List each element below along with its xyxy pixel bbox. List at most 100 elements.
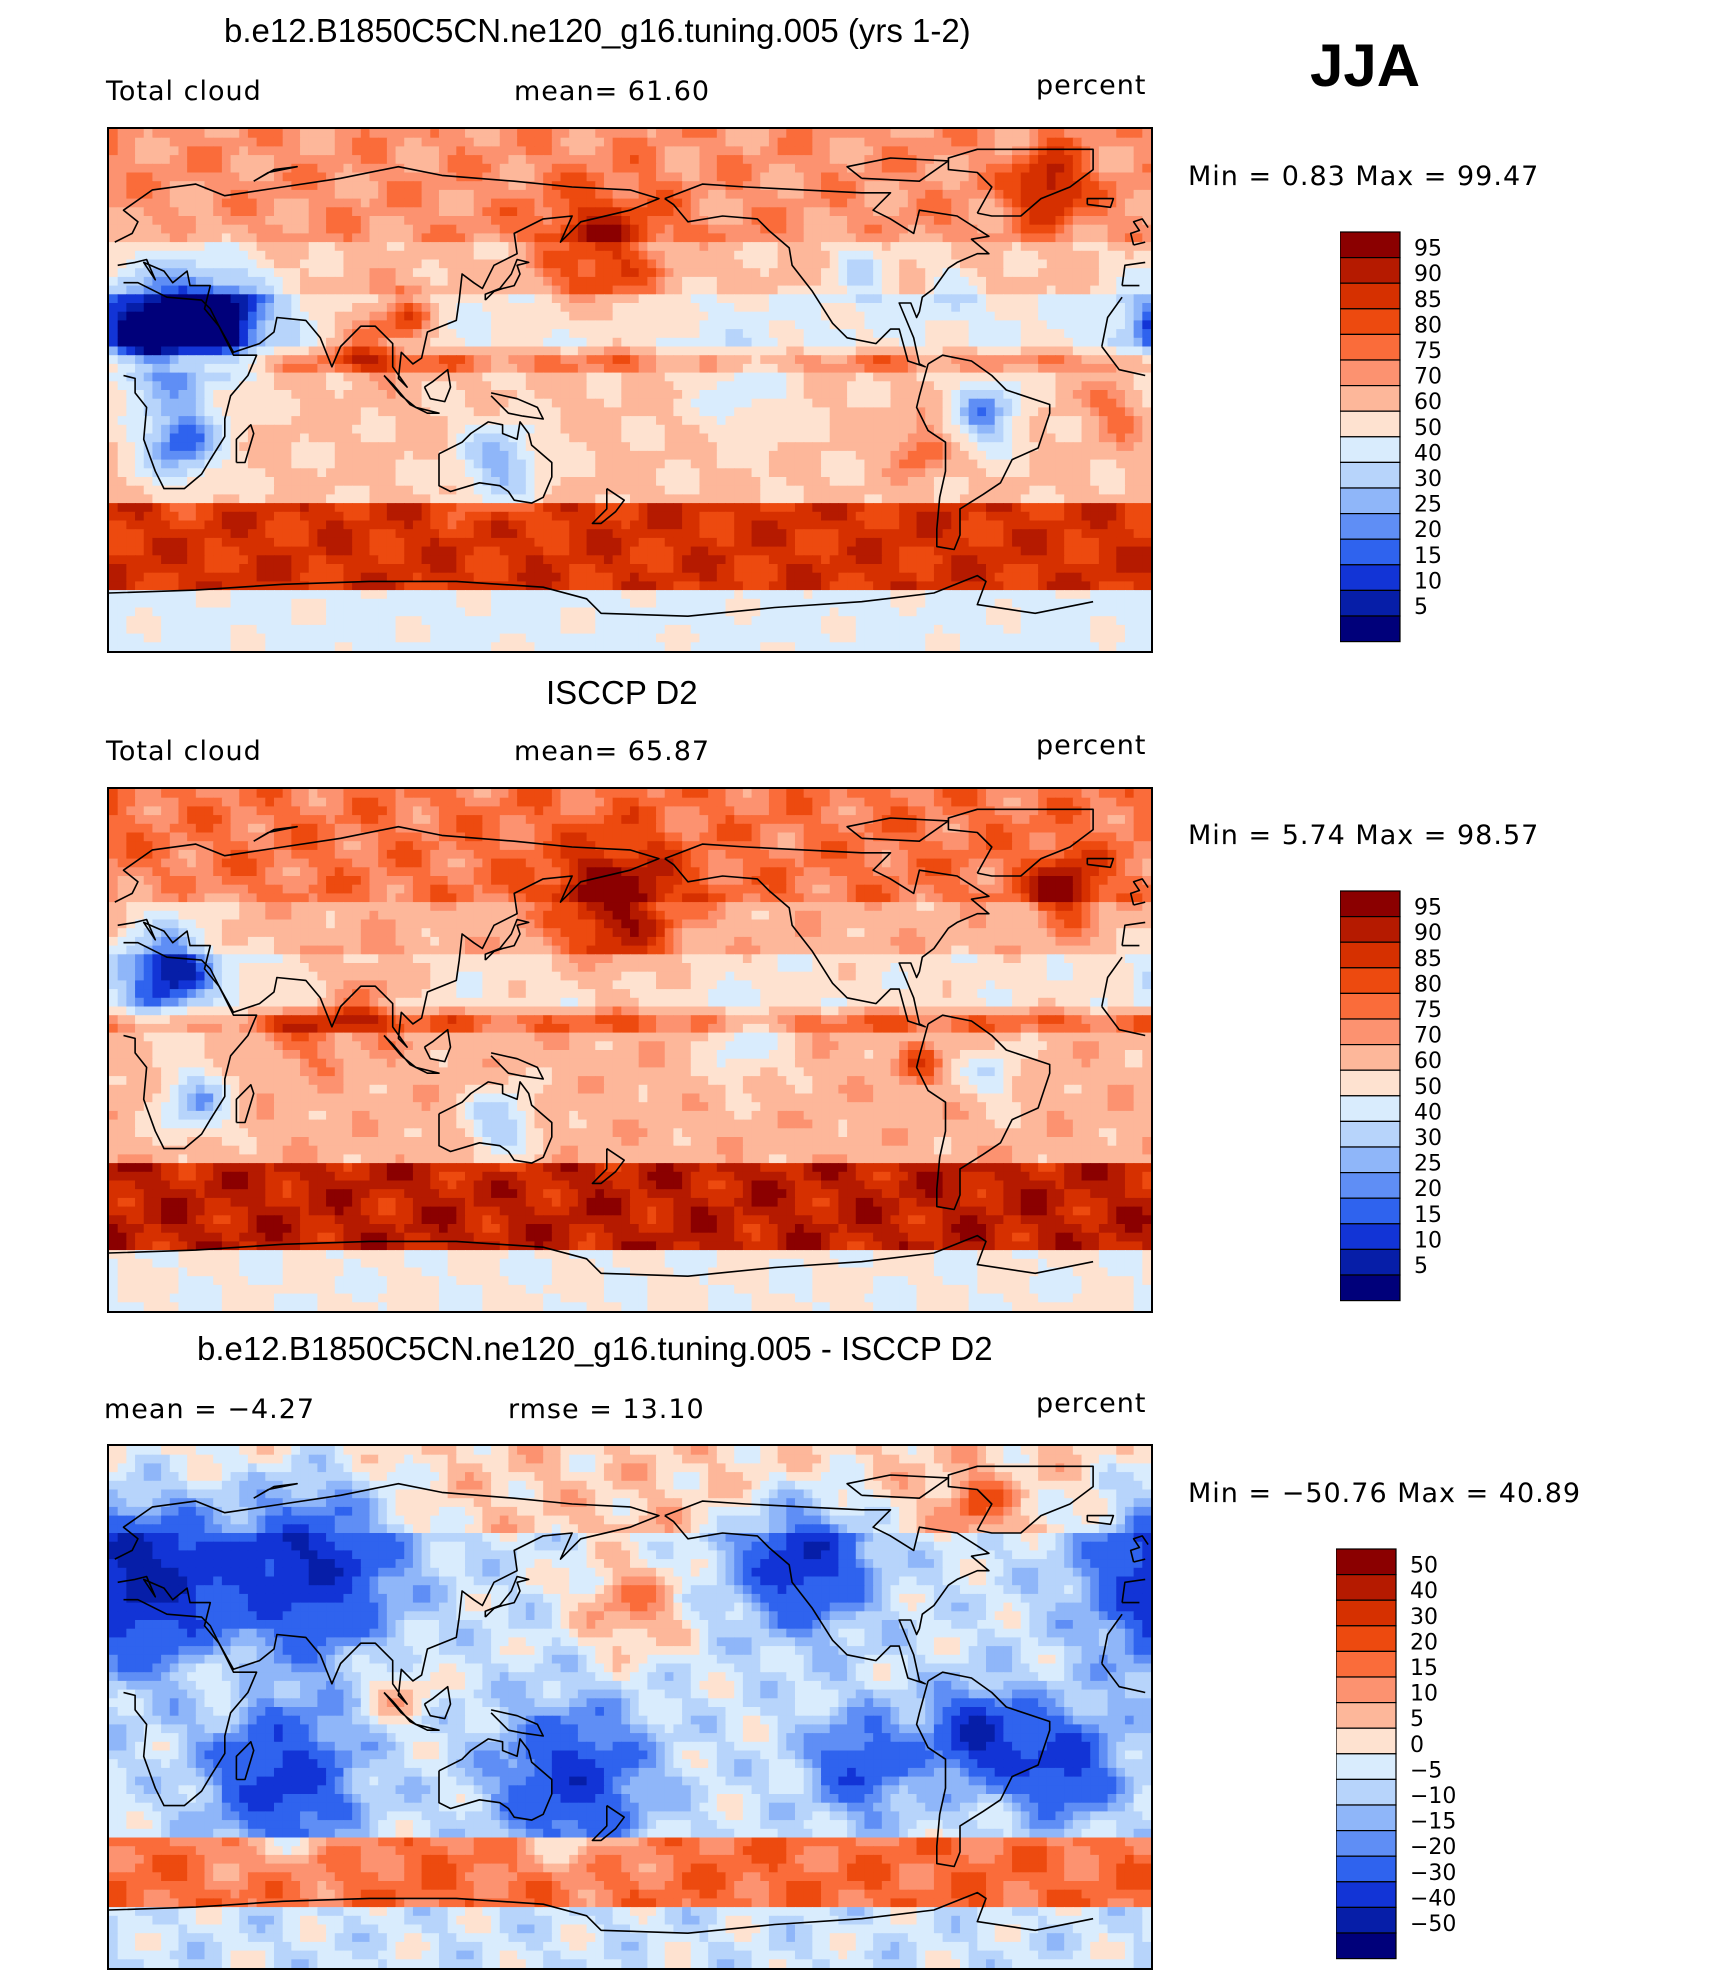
colorbar-box	[1339, 615, 1401, 643]
colorbar-tick-label: 30	[1414, 467, 1442, 492]
coastline	[383, 1691, 417, 1726]
colorbar-tick-label: 20	[1414, 1177, 1442, 1202]
colorbar-box	[1335, 1574, 1397, 1601]
coastlines	[109, 148, 1149, 617]
colorbar-tick-label: 15	[1414, 544, 1442, 569]
colorbar-tick-label: 5	[1414, 595, 1428, 620]
colorbar-tick-label: 20	[1410, 1630, 1438, 1655]
colorbar-tick-label: 95	[1414, 237, 1442, 262]
coastline	[235, 1084, 255, 1124]
coastline	[1129, 1535, 1149, 1563]
coastline	[123, 281, 1146, 490]
colorbar-box	[1335, 1753, 1397, 1781]
colorbar-box	[1335, 1932, 1397, 1960]
colorbar-tick-label: 40	[1410, 1579, 1438, 1604]
colorbar-tick-label: 85	[1414, 947, 1442, 972]
colorbar-box	[1335, 1881, 1397, 1908]
colorbar-tick-label: 30	[1410, 1605, 1438, 1630]
colorbar-tick-label: 70	[1414, 1024, 1442, 1049]
colorbar-tick-label: 20	[1414, 518, 1442, 543]
colorbar-box	[1339, 1120, 1401, 1148]
coastline	[947, 808, 1094, 877]
colorbar-box	[1335, 1702, 1397, 1729]
panel-3-colorbar: 50 40 30 20 15 10 5 0 −5 −10 −15 −20 −30 −40 −50	[1335, 1545, 1506, 1972]
coastline	[109, 574, 1094, 617]
coastline	[253, 825, 298, 842]
coastline	[253, 165, 298, 182]
colorbar-tick-label: 85	[1414, 288, 1442, 313]
coastline	[415, 1066, 440, 1074]
coastline	[438, 421, 553, 504]
coastline	[490, 1052, 544, 1080]
panel-2-units-label: percent	[1036, 732, 1146, 759]
panel-1-units-label: percent	[1036, 72, 1146, 99]
colorbar-box	[1339, 890, 1401, 918]
coastline	[1086, 1514, 1115, 1526]
colorbar-box	[1335, 1727, 1397, 1755]
coastline	[423, 1028, 452, 1063]
colorbar-box	[1335, 1804, 1397, 1832]
coastline	[383, 1034, 417, 1069]
colorbar-box	[1339, 1172, 1401, 1199]
panel-3-rmse-label: rmse = 13.10	[508, 1396, 705, 1423]
colorbar-tick-label: 75	[1414, 998, 1442, 1023]
coastline	[846, 157, 950, 182]
colorbar-tick-label: 25	[1414, 1152, 1442, 1177]
colorbar-tick-label: 50	[1410, 1554, 1438, 1579]
coastline	[664, 843, 990, 1028]
colorbar-tick-label: 10	[1414, 1228, 1442, 1253]
colorbar-box	[1339, 967, 1401, 995]
colorbar-box	[1339, 257, 1401, 284]
coastline	[591, 1804, 625, 1842]
panel-1-title: b.e12.B1850C5CN.ne120_g16.tuning.005 (yr…	[224, 14, 971, 47]
panel-1-mean-label: mean= 61.60	[514, 78, 710, 105]
colorbar-tick-label: 95	[1414, 896, 1442, 921]
panel-2-mean-label: mean= 65.87	[514, 738, 710, 765]
colorbar-tick-label: 40	[1414, 441, 1442, 466]
colorbar-box	[1339, 282, 1401, 310]
colorbar-tick-label: −5	[1410, 1758, 1442, 1783]
colorbar-box	[1335, 1599, 1397, 1627]
panel-3-map	[107, 1444, 1153, 1970]
colorbar-box	[1339, 564, 1401, 591]
panel-2-variable-label: Total cloud	[106, 738, 262, 765]
colorbar-box	[1339, 308, 1401, 336]
field-cells	[109, 1446, 1151, 1968]
colorbar-tick-label: −30	[1410, 1861, 1456, 1886]
colorbar-box	[1335, 1830, 1397, 1857]
colorbar-tick-label: 80	[1414, 313, 1442, 338]
panel-3-minmax: Min = −50.76 Max = 40.89	[1188, 1480, 1581, 1507]
map-svg	[109, 789, 1151, 1311]
colorbar-box	[1335, 1906, 1397, 1934]
colorbar-box	[1339, 1248, 1401, 1276]
colorbar-box	[1339, 513, 1401, 540]
colorbar-tick-label: 0	[1410, 1733, 1424, 1758]
colorbar-tick-label: 70	[1414, 365, 1442, 390]
colorbar-box	[1335, 1650, 1397, 1678]
colorbar-box	[1335, 1855, 1397, 1883]
coastline	[846, 817, 950, 842]
coastline	[484, 1575, 530, 1618]
colorbar-box	[1339, 1044, 1401, 1071]
panel-1-minmax: Min = 0.83 Max = 99.47	[1188, 163, 1539, 190]
map-svg	[109, 1446, 1151, 1968]
coastline	[846, 1474, 950, 1499]
colorbar-box	[1339, 487, 1401, 515]
colorbar-tick-label: 90	[1414, 921, 1442, 946]
coastline	[438, 1738, 553, 1821]
colorbar-box	[1339, 385, 1401, 412]
colorbar-tick-label: −40	[1410, 1886, 1456, 1911]
panel-2-minmax: Min = 5.74 Max = 98.57	[1188, 822, 1539, 849]
coastline	[591, 487, 625, 525]
coastlines	[109, 808, 1149, 1277]
coastlines	[109, 1465, 1149, 1934]
coastline	[1129, 878, 1149, 906]
colorbar-tick-label: 15	[1414, 1203, 1442, 1228]
colorbar-tick-label: 90	[1414, 262, 1442, 287]
panel-1-colorbar: 95 90 85 80 75 70 60 50 40 30 25 20 15 10 5	[1339, 228, 1510, 655]
coastline	[235, 424, 255, 464]
coastline	[423, 368, 452, 403]
panel-3-units-label: percent	[1036, 1390, 1146, 1417]
